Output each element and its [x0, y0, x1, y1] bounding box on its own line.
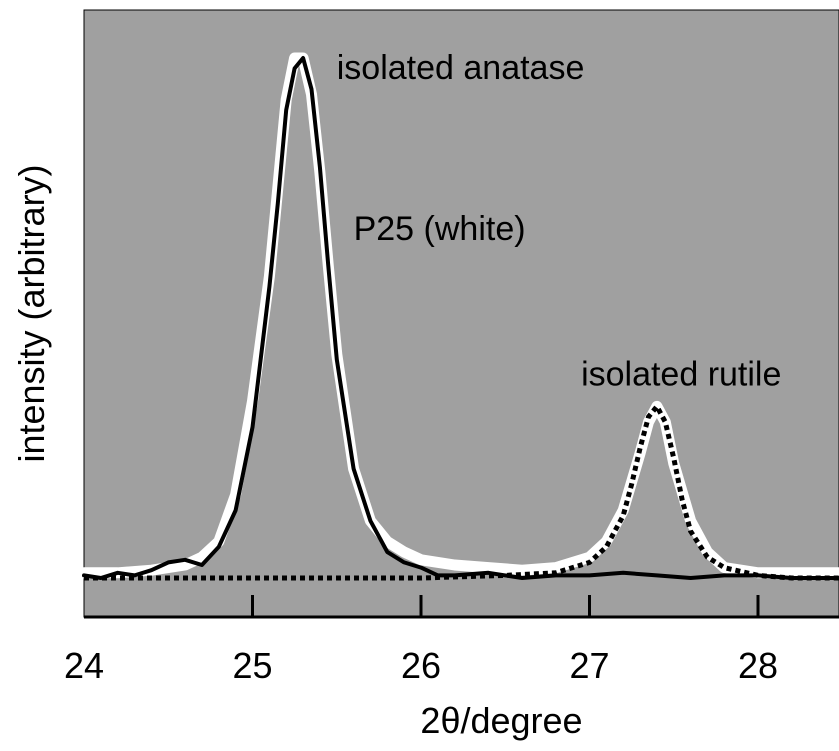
annotations: isolated anatase P25 (white) isolated ruti… [337, 49, 782, 394]
annotation-isolated-rutile: isolated rutile [581, 356, 781, 394]
x-tick-label: 26 [401, 645, 441, 686]
x-tick-label: 28 [738, 645, 778, 686]
x-tick-label: 27 [569, 645, 609, 686]
plot-background [83, 9, 839, 618]
series-line-isolated-rutile [84, 403, 839, 581]
annotation-isolated-anatase: isolated anatase [337, 49, 585, 87]
x-tick-label: 24 [64, 645, 104, 686]
x-tick-label: 25 [232, 645, 272, 686]
annotation-p25-white-: P25 (white) [354, 210, 526, 248]
x-ticks: 24 25 26 27 28 [64, 595, 778, 686]
series-line-white-thick [78, 52, 839, 579]
series-layer [78, 52, 839, 581]
x-axis-title: 2θ/degree [420, 700, 582, 741]
series-line-isolated-anatase [82, 56, 839, 580]
y-axis-title: intensity (arbitrary) [11, 164, 52, 462]
